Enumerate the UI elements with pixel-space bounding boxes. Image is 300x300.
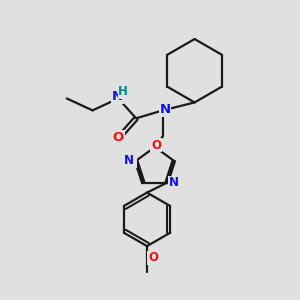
Text: N: N [159,103,170,116]
Text: N: N [112,90,123,103]
Text: H: H [118,85,128,98]
Text: O: O [151,139,161,152]
Text: N: N [124,154,134,167]
Text: N: N [169,176,178,189]
Text: N: N [126,154,136,167]
Text: O: O [148,251,158,265]
Text: O: O [113,130,124,144]
